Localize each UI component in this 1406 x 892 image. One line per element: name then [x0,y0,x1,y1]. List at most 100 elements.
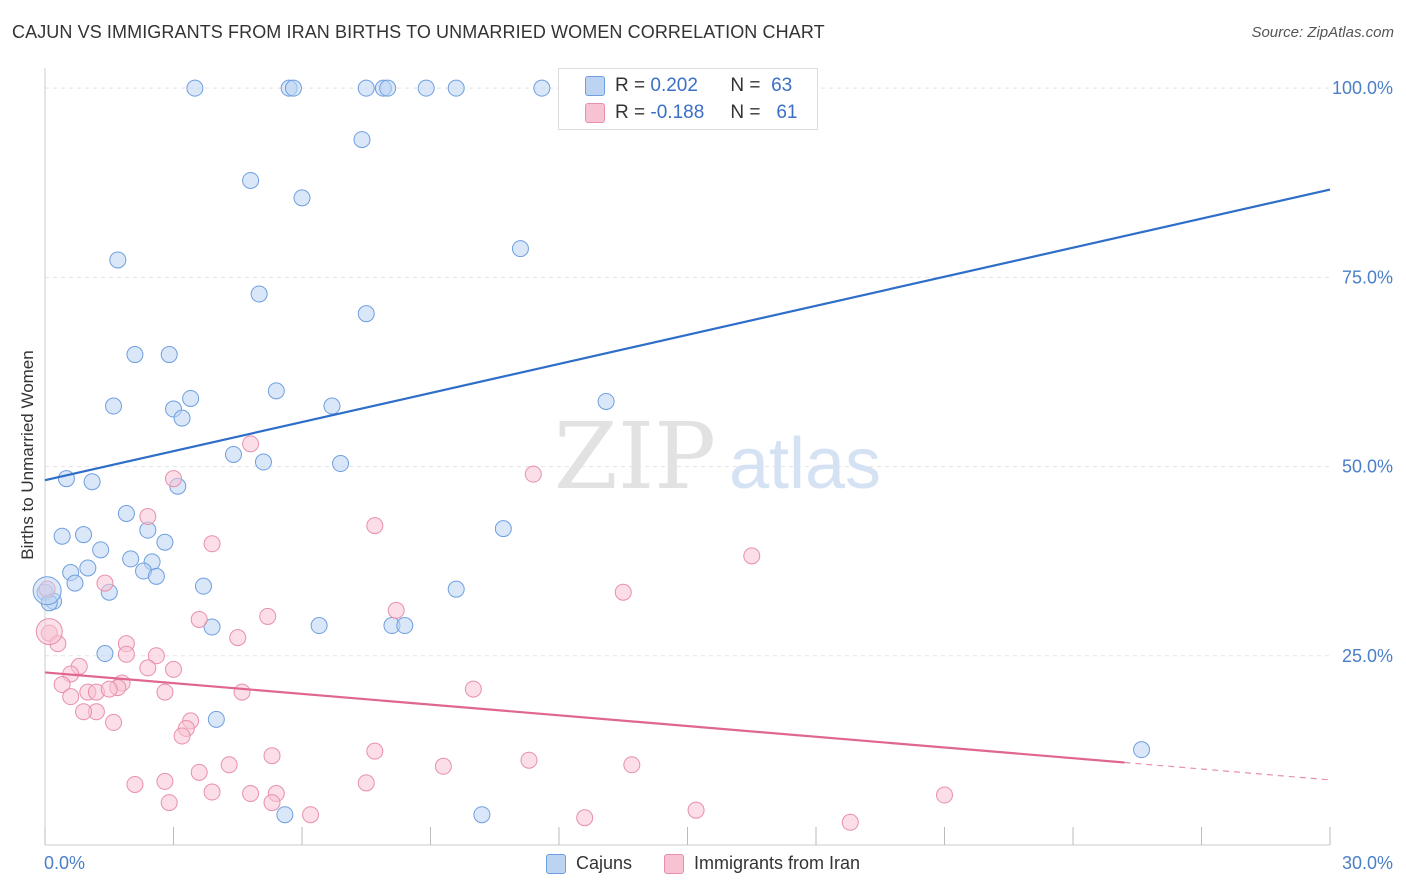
cajuns-point [203,618,221,636]
iran-point [96,574,114,592]
source-label: Source: ZipAtlas.com [1251,24,1394,41]
cajuns-point [250,285,268,303]
iran-point [576,809,594,827]
cajuns-point [194,577,212,595]
tick-labels: 25.0% 50.0% 75.0% 100.0% 0.0% 30.0% [44,78,1393,873]
x-tick-label: 0.0% [44,853,85,873]
stats-n-value: 63 [771,75,793,96]
cajuns-point [109,251,127,269]
cajuns-point [447,580,465,598]
cajuns-point [323,397,341,415]
cajuns-point [117,504,135,522]
iran-point [623,756,641,774]
cajuns-point [254,453,272,471]
cajuns-point [473,806,491,824]
cajuns-point [186,79,204,97]
iran-point [524,465,542,483]
stats-r-value: -0.188 [650,102,705,123]
cajuns-point [494,520,512,538]
iran-point [434,757,452,775]
iran-point [387,601,405,619]
y-tick-label: 75.0% [1342,267,1393,287]
iran-point [242,435,260,453]
cajuns-trend-line [44,188,1331,482]
iran-point [139,508,157,526]
watermark-atlas: atlas [729,424,881,504]
iran-point [53,676,71,694]
cajuns-point [105,397,123,415]
iran-point [62,688,80,706]
cajuns-point [83,473,101,491]
iran-point [139,659,157,677]
chart-title: CAJUN VS IMMIGRANTS FROM IRAN BIRTHS TO … [12,22,825,42]
iran-cluster-point [35,618,63,646]
cajuns-point [511,240,529,258]
iran-point [366,517,384,535]
iran-trend-extension [1124,761,1331,781]
cajuns-point [533,79,551,97]
iran-point [366,742,384,760]
legend: Cajuns Immigrants from Iran [0,853,1406,874]
iran-point [841,813,859,831]
iran-point [190,763,208,781]
iran-point [687,801,705,819]
axes [44,68,1331,846]
trend-lines [44,188,1331,781]
cajuns-point [126,346,144,364]
iran-trend-line [44,671,1125,764]
iran-point [156,772,174,790]
cajuns-cluster-point [32,576,62,606]
legend-swatch-iran [663,853,684,874]
cajuns-point [182,389,200,407]
cajuns-point [147,567,165,585]
iran-point [263,794,281,812]
cajuns-point [79,559,97,577]
stats-box: R = 0.202 N = 63 R = -0.188 N = 61 [558,68,818,130]
iran-point [242,785,260,803]
cajuns-point [75,526,93,544]
iran-point [147,647,165,665]
cajuns-point [173,409,191,427]
iran-point [160,794,178,812]
legend-label-iran: Immigrants from Iran [693,853,861,873]
stats-n-value: 61 [776,102,798,123]
cajuns-point [276,806,294,824]
iran-point [105,713,123,731]
cajuns-point [396,617,414,635]
iran-point [126,775,144,793]
cajuns-point [293,189,311,207]
stats-swatch-iran [585,103,605,123]
stats-n-label: N = [730,75,761,96]
iran-point [357,774,375,792]
cajuns-point [160,346,178,364]
iran-point [464,680,482,698]
cajuns-point [597,392,615,410]
iran-point [229,629,247,647]
y-tick-label: 100.0% [1332,78,1393,98]
cajuns-point [224,445,242,463]
cajuns-point [447,79,465,97]
y-tick-label: 25.0% [1342,646,1393,666]
iran-point [220,756,238,774]
stats-swatch-cajuns [585,76,605,96]
legend-item-cajuns[interactable]: Cajuns [545,853,632,874]
legend-swatch-cajuns [545,853,566,874]
x-tick-label: 30.0% [1342,853,1393,873]
iran-point [263,747,281,765]
cajuns-point [1133,741,1151,759]
iran-point [117,645,135,663]
cajuns-point [96,645,114,663]
cajuns-point [156,533,174,551]
cajuns-point [66,574,84,592]
cajuns-point [310,617,328,635]
cajuns-point [242,171,260,189]
cajuns-point [353,131,371,149]
iran-point [100,680,118,698]
legend-item-iran[interactable]: Immigrants from Iran [663,853,861,874]
cajuns-point [357,305,375,323]
grid-lines [45,87,1330,657]
cajuns-point [284,79,302,97]
iran-point [203,783,221,801]
y-axis-title-group: Births to Unmarried Women [18,350,37,559]
